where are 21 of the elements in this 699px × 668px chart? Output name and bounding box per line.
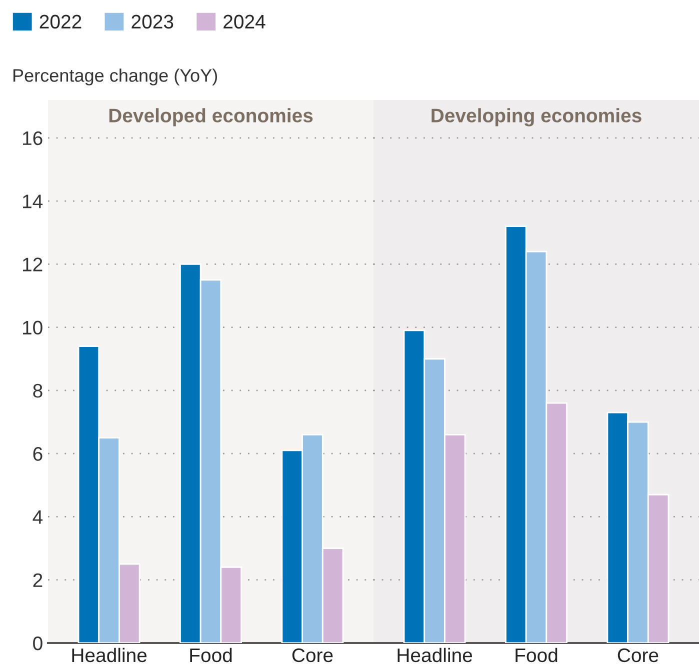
y-tick-label: 14 [22,194,43,208]
y-tick-label: 0 [33,636,42,650]
legend-label: 2023 [132,14,174,29]
y-tick-label: 8 [33,384,42,398]
x-tick-label: Food [516,648,558,662]
y-tick-label: 2 [33,573,42,587]
y-axis-title: Percentage change (YoY) [13,68,218,86]
x-tick-label: Headline [72,648,147,662]
y-tick-label: 6 [33,447,42,461]
chart-title: Developing economies [432,108,642,126]
y-tick-label: 12 [22,258,42,272]
legend-label: 2022 [40,14,82,29]
chart-title: Developed economies [109,108,313,126]
legend-label: 2024 [224,14,266,29]
x-tick-label: Core [292,648,333,662]
x-tick-label: Food [190,648,232,662]
y-tick-label: 16 [22,131,42,146]
x-tick-label: Core [618,648,658,662]
y-tick-label: 10 [22,320,42,335]
y-tick-label: 4 [32,510,43,524]
x-tick-label: Headline [398,648,472,662]
